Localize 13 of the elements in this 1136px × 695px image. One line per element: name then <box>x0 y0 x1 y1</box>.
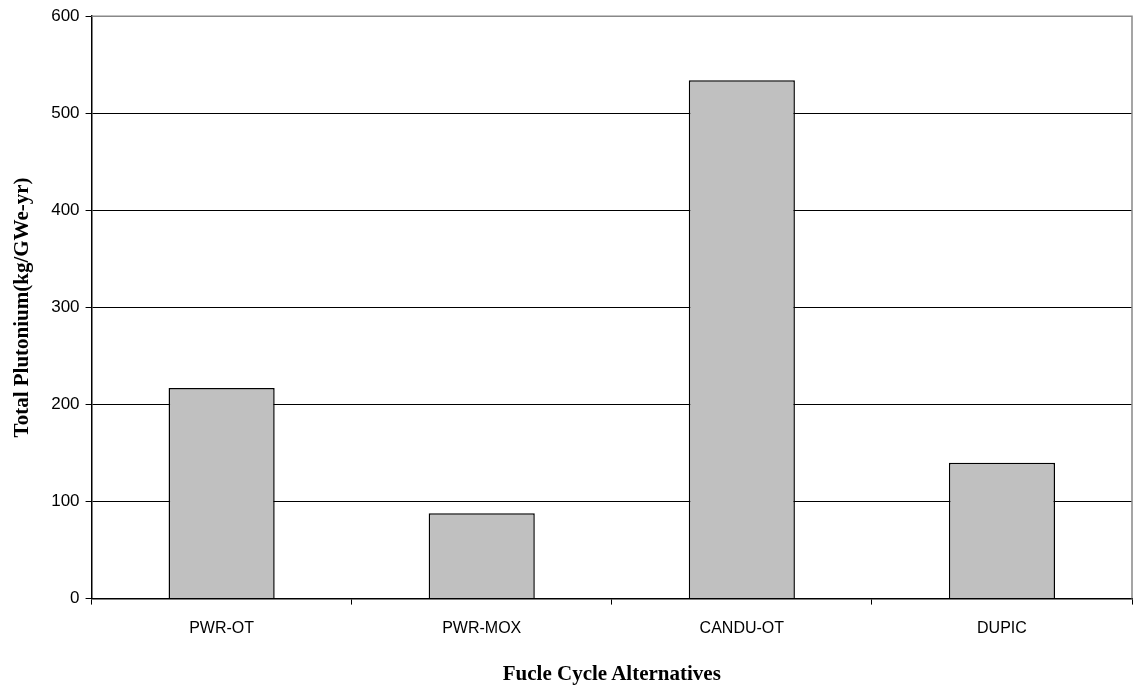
x-axis-title: Fucle Cycle Alternatives <box>502 660 721 685</box>
x-tick-label: PWR-MOX <box>442 618 522 636</box>
x-tick-label: DUPIC <box>977 618 1027 636</box>
y-tick-label: 0 <box>70 588 80 608</box>
x-tick-label: PWR-OT <box>189 618 255 636</box>
y-tick-label: 400 <box>51 200 80 220</box>
y-tick-label: 300 <box>51 297 80 317</box>
y-axis-title: Total Plutonium(kg/GWe-yr) <box>9 177 34 438</box>
y-tick-label: 200 <box>51 394 80 414</box>
y-tick-label: 600 <box>51 5 80 25</box>
x-tick-label: CANDU-OT <box>699 618 785 636</box>
y-tick-label: 500 <box>51 102 80 122</box>
y-tick-label: 100 <box>51 491 80 511</box>
